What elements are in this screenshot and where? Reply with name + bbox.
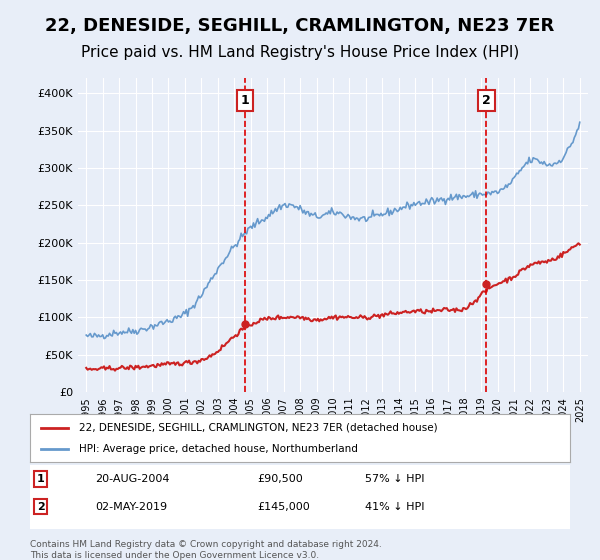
Text: 22, DENESIDE, SEGHILL, CRAMLINGTON, NE23 7ER (detached house): 22, DENESIDE, SEGHILL, CRAMLINGTON, NE23…	[79, 423, 437, 433]
Text: 2: 2	[37, 502, 44, 512]
Text: Contains HM Land Registry data © Crown copyright and database right 2024.
This d: Contains HM Land Registry data © Crown c…	[30, 540, 382, 560]
Text: 1: 1	[241, 94, 249, 107]
Text: 2: 2	[482, 94, 491, 107]
Text: £90,500: £90,500	[257, 474, 302, 484]
Text: £145,000: £145,000	[257, 502, 310, 512]
Text: 22, DENESIDE, SEGHILL, CRAMLINGTON, NE23 7ER: 22, DENESIDE, SEGHILL, CRAMLINGTON, NE23…	[46, 17, 554, 35]
Text: Price paid vs. HM Land Registry's House Price Index (HPI): Price paid vs. HM Land Registry's House …	[81, 45, 519, 60]
Text: 02-MAY-2019: 02-MAY-2019	[95, 502, 167, 512]
Text: 1: 1	[37, 474, 44, 484]
Text: 41% ↓ HPI: 41% ↓ HPI	[365, 502, 424, 512]
Text: 20-AUG-2004: 20-AUG-2004	[95, 474, 169, 484]
Text: HPI: Average price, detached house, Northumberland: HPI: Average price, detached house, Nort…	[79, 444, 358, 454]
Text: 57% ↓ HPI: 57% ↓ HPI	[365, 474, 424, 484]
